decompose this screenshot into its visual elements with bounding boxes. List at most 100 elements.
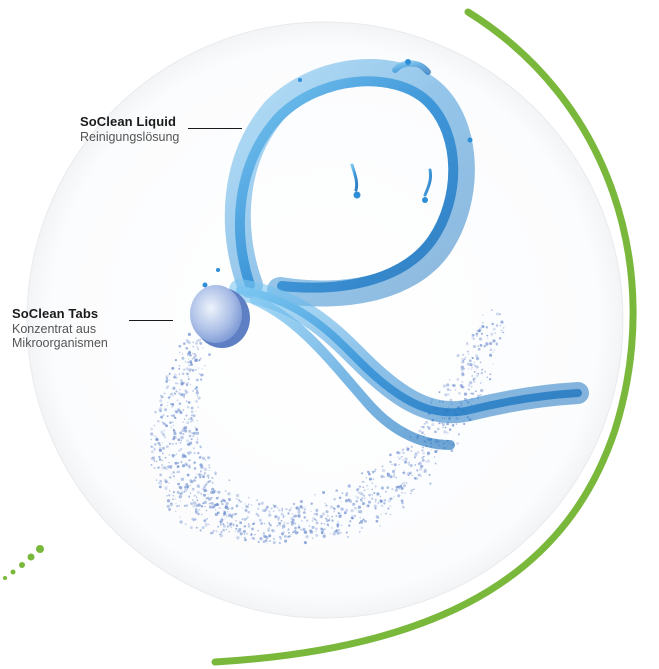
powder-particle — [230, 515, 234, 519]
powder-particle — [374, 498, 377, 501]
powder-particle — [385, 512, 387, 515]
powder-particle — [494, 332, 496, 334]
powder-particle — [207, 477, 210, 479]
powder-particle — [162, 414, 165, 417]
powder-particle — [471, 333, 475, 337]
powder-particle — [350, 509, 354, 513]
powder-particle — [204, 522, 208, 527]
powder-particle — [217, 525, 219, 528]
powder-particle — [315, 510, 318, 513]
powder-particle — [458, 392, 461, 395]
powder-particle — [184, 462, 188, 466]
powder-particle — [257, 502, 261, 506]
powder-particle — [367, 500, 372, 504]
powder-particle — [460, 368, 464, 372]
powder-particle — [204, 364, 206, 367]
powder-particle — [213, 491, 216, 493]
powder-particle — [201, 347, 204, 349]
powder-particle — [196, 473, 198, 475]
powder-particle — [163, 466, 167, 470]
powder-particle — [220, 517, 223, 519]
powder-particle — [277, 518, 280, 521]
powder-particle — [195, 410, 198, 413]
powder-particle — [421, 456, 424, 460]
powder-particle — [423, 455, 425, 458]
powder-particle — [208, 353, 211, 357]
powder-particle — [323, 523, 326, 525]
powder-particle — [290, 507, 293, 509]
powder-particle — [402, 451, 404, 454]
powder-particle — [189, 371, 191, 373]
powder-particle — [446, 383, 450, 387]
powder-particle — [188, 368, 192, 372]
powder-particle — [479, 361, 482, 364]
powder-particle — [416, 451, 420, 454]
powder-particle — [328, 519, 331, 522]
powder-particle — [351, 514, 354, 517]
powder-particle — [290, 523, 294, 526]
powder-particle — [413, 476, 417, 480]
powder-particle — [374, 501, 377, 503]
powder-particle — [482, 321, 484, 324]
powder-particle — [426, 451, 431, 455]
powder-particle — [361, 493, 364, 496]
powder-particle — [354, 495, 357, 497]
powder-particle — [191, 488, 195, 491]
powder-particle — [485, 326, 489, 329]
powder-particle — [194, 494, 197, 497]
powder-particle — [475, 390, 477, 393]
powder-particle — [193, 447, 195, 449]
powder-particle — [379, 499, 383, 503]
powder-particle — [188, 418, 190, 421]
powder-particle — [159, 458, 161, 460]
powder-particle — [473, 377, 476, 380]
powder-particle — [359, 498, 362, 501]
powder-particle — [380, 513, 382, 515]
powder-particle — [193, 495, 196, 497]
powder-particle — [166, 494, 169, 497]
powder-particle — [206, 474, 210, 478]
powder-particle — [162, 422, 166, 425]
powder-particle — [483, 345, 486, 348]
powder-particle — [186, 384, 189, 387]
powder-particle — [406, 447, 410, 451]
powder-particle — [262, 540, 266, 544]
powder-particle — [473, 370, 476, 373]
powder-particle — [171, 404, 174, 408]
powder-particle — [153, 424, 156, 427]
powder-particle — [183, 396, 185, 399]
powder-particle — [196, 394, 198, 397]
powder-particle — [391, 463, 393, 466]
powder-particle — [178, 367, 181, 370]
powder-particle — [179, 410, 183, 413]
powder-particle — [362, 481, 365, 483]
powder-particle — [199, 357, 202, 360]
powder-particle — [461, 385, 465, 389]
powder-particle — [357, 509, 360, 512]
powder-particle — [230, 525, 233, 529]
powder-particle — [268, 534, 272, 538]
powder-particle — [178, 364, 180, 367]
powder-particle — [438, 390, 441, 393]
powder-particle — [434, 462, 437, 465]
powder-particle — [167, 396, 171, 400]
powder-particle — [196, 419, 198, 422]
powder-particle — [195, 386, 198, 389]
powder-particle — [197, 348, 199, 350]
powder-particle — [224, 505, 228, 509]
powder-particle — [326, 523, 329, 526]
powder-particle — [211, 481, 214, 484]
powder-particle — [210, 491, 214, 494]
powder-particle — [209, 502, 212, 504]
powder-particle — [468, 381, 473, 385]
powder-particle — [393, 495, 396, 498]
powder-particle — [196, 437, 199, 439]
powder-particle — [247, 510, 250, 514]
powder-particle — [194, 426, 196, 429]
powder-particle — [175, 510, 177, 513]
powder-particle — [260, 522, 263, 525]
powder-particle — [309, 530, 314, 534]
powder-particle — [371, 488, 373, 491]
powder-particle — [164, 408, 167, 412]
powder-particle — [180, 448, 183, 451]
